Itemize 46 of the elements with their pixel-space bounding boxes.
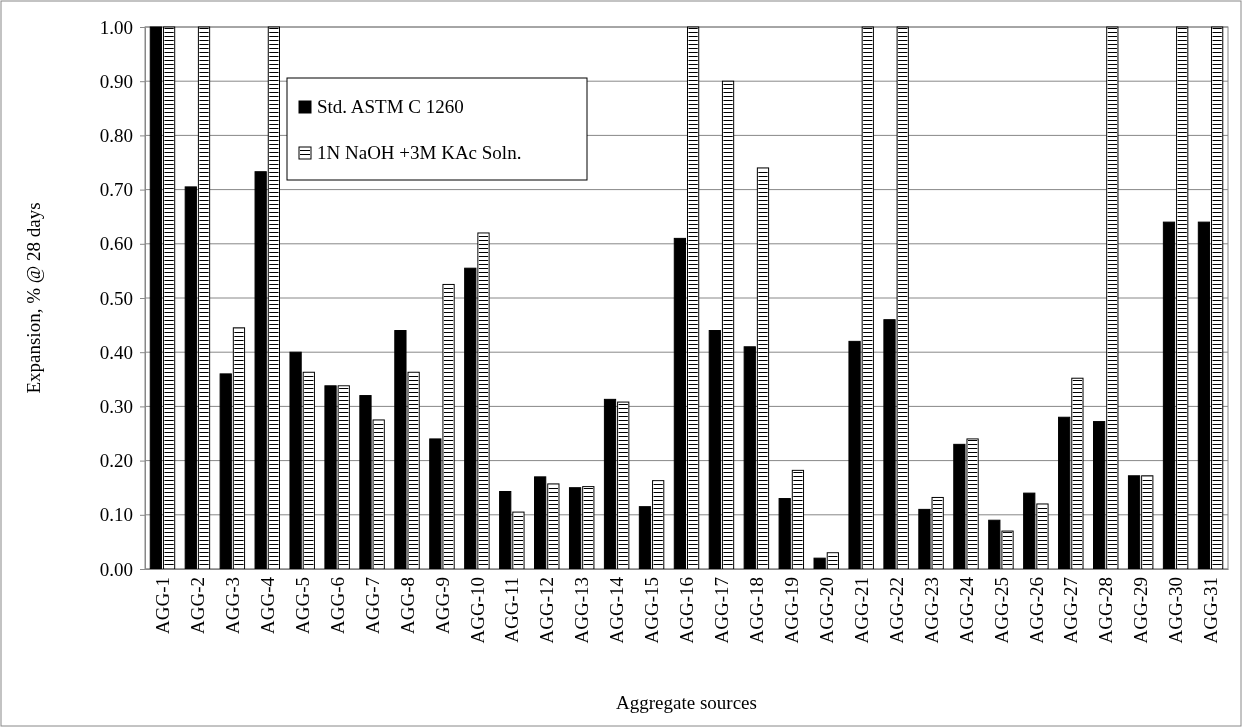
x-tick-label: AGG-8 xyxy=(396,577,418,634)
x-tick-label: AGG-12 xyxy=(536,577,558,644)
x-tick-label: AGG-29 xyxy=(1130,577,1152,644)
x-tick-label: AGG-2 xyxy=(187,577,209,634)
x-tick-label: AGG-10 xyxy=(466,577,488,644)
x-tick-label: AGG-23 xyxy=(920,577,942,644)
x-tick-label: AGG-20 xyxy=(815,577,837,644)
x-tick-label: AGG-26 xyxy=(1025,577,1047,644)
y-tick-label: 0.00 xyxy=(99,558,133,580)
legend-label: 1N NaOH +3M KAc Soln. xyxy=(317,142,522,163)
x-tick-label: AGG-11 xyxy=(501,577,523,643)
x-tick-label: AGG-9 xyxy=(431,577,453,634)
y-axis-title: Expansion, % @ 28 days xyxy=(23,202,44,394)
x-tick-label: AGG-1 xyxy=(152,577,174,634)
y-tick-label: 1.00 xyxy=(99,16,133,38)
x-tick-label: AGG-22 xyxy=(885,577,907,644)
x-tick-label: AGG-15 xyxy=(641,577,663,644)
x-tick-label: AGG-19 xyxy=(780,577,802,644)
x-tick-label: AGG-16 xyxy=(676,577,698,644)
x-tick-label: AGG-17 xyxy=(711,577,733,644)
x-tick-label: AGG-5 xyxy=(291,577,313,634)
x-tick-label: AGG-27 xyxy=(1060,577,1082,644)
y-tick-label: 0.30 xyxy=(99,395,133,417)
x-tick-label: AGG-18 xyxy=(746,577,768,644)
y-tick-label: 0.50 xyxy=(99,287,133,309)
y-tick-label: 0.90 xyxy=(99,70,133,92)
x-tick-label: AGG-4 xyxy=(256,576,278,634)
x-axis-title: Aggregate sources xyxy=(616,692,757,713)
y-tick-label: 0.70 xyxy=(99,179,133,201)
x-tick-label: AGG-7 xyxy=(361,577,383,634)
y-tick-label: 0.20 xyxy=(99,450,133,472)
x-tick-label: AGG-6 xyxy=(326,577,348,634)
x-tick-label: AGG-31 xyxy=(1200,577,1222,644)
y-tick-label: 0.10 xyxy=(99,504,133,526)
x-tick-label: AGG-25 xyxy=(990,577,1012,644)
x-tick-label: AGG-24 xyxy=(955,576,977,644)
x-tick-label: AGG-3 xyxy=(221,577,243,634)
y-tick-label: 0.80 xyxy=(99,124,133,146)
legend-label: Std. ASTM C 1260 xyxy=(317,96,464,117)
x-tick-label: AGG-28 xyxy=(1095,577,1117,644)
x-tick-label: AGG-13 xyxy=(571,577,593,644)
y-tick-label: 0.60 xyxy=(99,233,133,255)
x-tick-label: AGG-30 xyxy=(1165,577,1187,644)
x-tick-label: AGG-14 xyxy=(606,576,628,644)
y-tick-label: 0.40 xyxy=(99,341,133,363)
x-tick-label: AGG-21 xyxy=(850,577,872,644)
